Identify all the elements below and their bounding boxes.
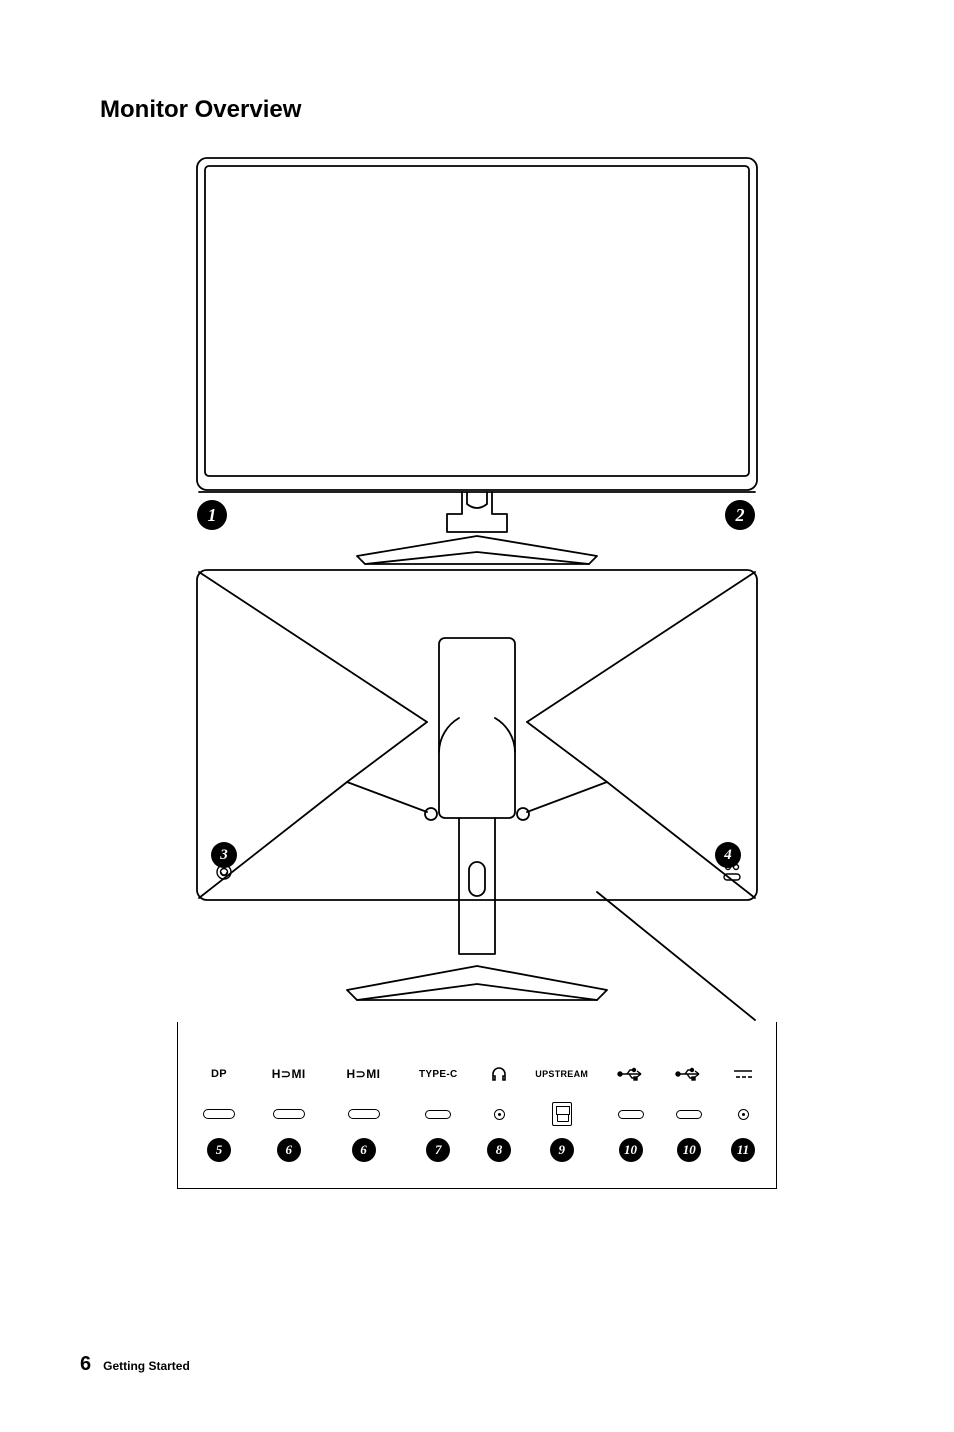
page-footer: 6 Getting Started — [80, 1353, 190, 1376]
label-hdmi-2: H⊃MI — [336, 1067, 392, 1081]
usb-icon-2 — [669, 1067, 709, 1081]
port-labels-row: DP H⊃MI H⊃MI TYPE-C UPSTREAM — [196, 1066, 758, 1082]
headphone-icon — [485, 1066, 513, 1082]
callout-badge-10a: 10 — [619, 1138, 643, 1162]
callout-badge-7: 7 — [426, 1138, 450, 1162]
port-headphone — [494, 1109, 505, 1120]
port-hdmi-2 — [348, 1109, 380, 1119]
callout-badge-3: 3 — [211, 842, 237, 868]
callout-badge-10b: 10 — [677, 1138, 701, 1162]
callout-badge-8: 8 — [487, 1138, 511, 1162]
callout-badge-4: 4 — [715, 842, 741, 868]
label-hdmi-1: H⊃MI — [261, 1067, 317, 1081]
port-dp — [203, 1109, 235, 1119]
ports-panel: DP H⊃MI H⊃MI TYPE-C UPSTREAM — [177, 1022, 777, 1189]
label-dp: DP — [196, 1068, 242, 1080]
callout-badge-9: 9 — [550, 1138, 574, 1162]
section-name: Getting Started — [103, 1359, 190, 1373]
port-usb-a-2 — [676, 1110, 702, 1119]
label-upstream: UPSTREAM — [532, 1069, 592, 1079]
callout-badge-6a: 6 — [277, 1138, 301, 1162]
usb-icon-1 — [611, 1067, 651, 1081]
callout-badge-11: 11 — [731, 1138, 755, 1162]
page: Monitor Overview 1 2 — [0, 0, 954, 1432]
port-hdmi-1 — [273, 1109, 305, 1119]
label-typec: TYPE-C — [410, 1069, 466, 1080]
port-typec — [425, 1110, 451, 1119]
page-number: 6 — [80, 1353, 91, 1376]
front-view-svg — [177, 152, 777, 572]
port-usb-upstream — [552, 1102, 572, 1126]
port-dc-in — [738, 1109, 749, 1120]
monitor-diagram: 1 2 — [177, 152, 777, 1189]
callout-badge-5: 5 — [207, 1138, 231, 1162]
callout-badge-2: 2 — [725, 500, 755, 530]
callout-badge-6b: 6 — [352, 1138, 376, 1162]
dc-power-icon — [728, 1068, 758, 1080]
port-callouts-row: 5 6 6 7 8 9 10 10 11 — [196, 1138, 758, 1162]
port-usb-a-1 — [618, 1110, 644, 1119]
port-shapes-row — [196, 1102, 758, 1126]
callout-badge-1: 1 — [197, 500, 227, 530]
back-view-svg — [177, 562, 777, 1022]
page-title: Monitor Overview — [100, 96, 854, 124]
